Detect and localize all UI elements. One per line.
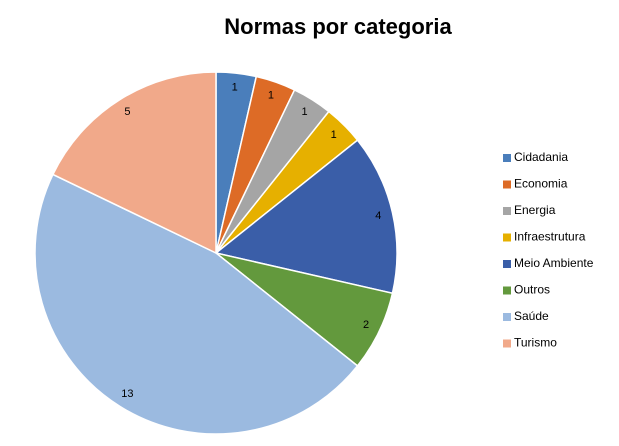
data-label: 2 xyxy=(363,319,369,331)
data-label: 13 xyxy=(121,388,133,400)
legend-swatch xyxy=(503,233,511,242)
legend-swatch xyxy=(503,339,511,348)
legend-label: Cidadania xyxy=(514,150,568,164)
legend-label: Turismo xyxy=(514,336,557,350)
legend-label: Meio Ambiente xyxy=(514,256,594,270)
data-label: 1 xyxy=(302,106,308,118)
data-label: 1 xyxy=(232,81,238,93)
legend-swatch xyxy=(503,260,511,268)
legend-label: Infraestrutura xyxy=(514,230,586,244)
legend-swatch xyxy=(503,286,511,295)
pie-slice xyxy=(34,173,359,435)
data-label: 4 xyxy=(375,210,381,222)
legend-label: Outros xyxy=(514,283,550,297)
pie-slice xyxy=(214,139,398,295)
legend-label: Saúde xyxy=(514,309,549,323)
legend-swatch xyxy=(503,154,511,162)
legend-label: Energia xyxy=(514,203,556,217)
chart-title: Normas por categoria xyxy=(224,14,452,39)
legend-swatch xyxy=(503,313,511,321)
legend-swatch xyxy=(503,207,511,215)
data-label: 5 xyxy=(124,106,130,118)
legend-swatch xyxy=(503,180,511,189)
data-label: 1 xyxy=(331,129,337,141)
pie-slice xyxy=(51,71,217,255)
data-label: 1 xyxy=(268,90,274,102)
legend-label: Economia xyxy=(514,177,568,191)
